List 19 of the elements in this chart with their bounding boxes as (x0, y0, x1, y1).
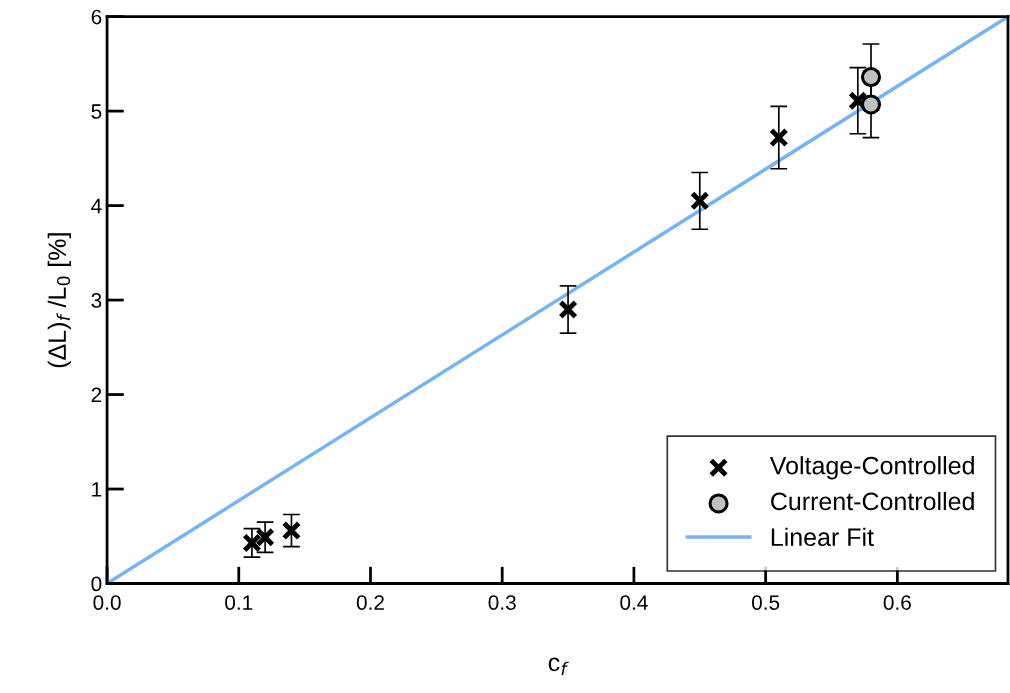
x-axis-title: c$_{f}$ (548, 657, 569, 676)
y-tick-label: 0 (91, 576, 102, 592)
x-tick-label: 0.2 (356, 595, 384, 610)
x-tick-label: 0.0 (93, 595, 121, 610)
x-tick-label: 0.5 (751, 595, 780, 610)
legend-label: Current-Controlled (771, 491, 974, 511)
y-tick-label: 2 (91, 387, 102, 403)
x-tick-label: 0.3 (488, 595, 516, 610)
x-tick-label: 0.6 (883, 595, 911, 610)
y-tick-label: 3 (91, 293, 102, 308)
x-tick-label: 0.4 (620, 595, 648, 610)
legend-label: Voltage-Controlled (769, 456, 974, 480)
y-axis-title: (ΔL)$_{f}$ /L$_{0}$ [%] (47, 233, 71, 368)
y-tick-label: 6 (91, 9, 102, 25)
y-tick-label: 1 (92, 482, 102, 497)
x-tick-label: 0.1 (225, 595, 253, 610)
legend-label: Linear Fit (771, 527, 874, 547)
y-tick-label: 4 (91, 198, 102, 214)
y-tick-label: 5 (91, 104, 102, 119)
